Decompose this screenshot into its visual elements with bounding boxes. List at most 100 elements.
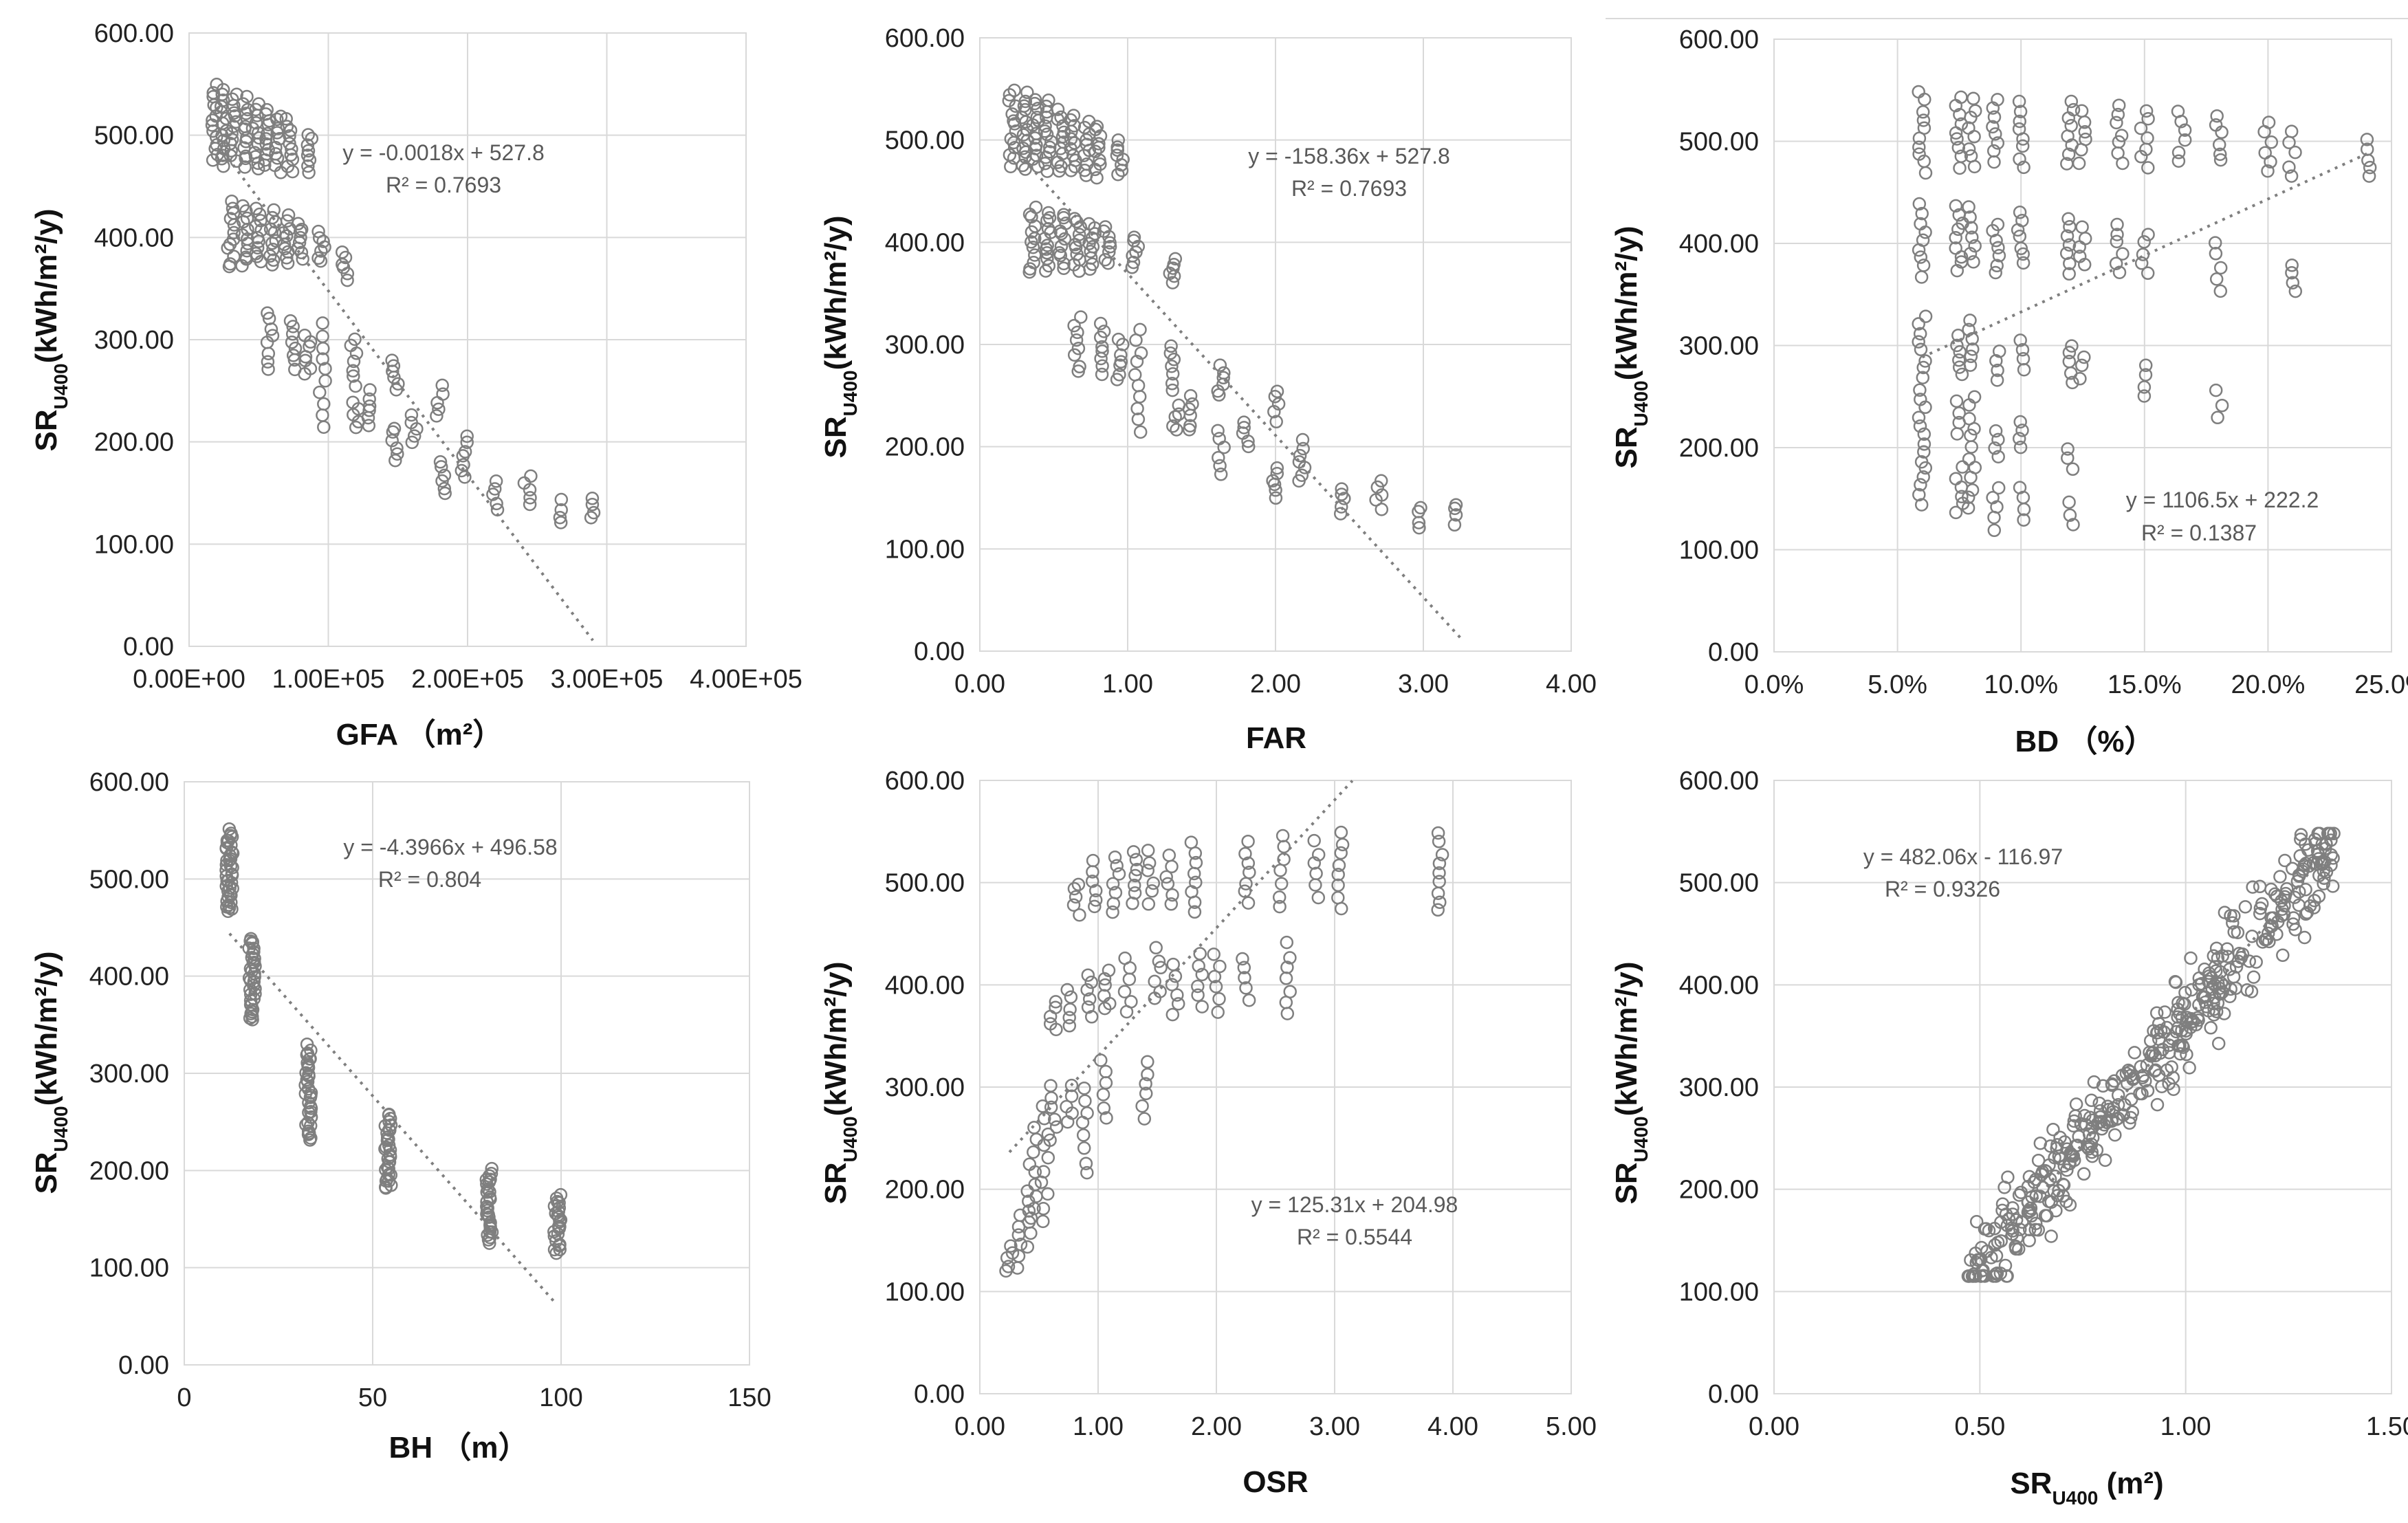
- data-point: [1029, 149, 1044, 162]
- data-point: [1047, 1113, 1062, 1126]
- data-point: [2296, 862, 2310, 876]
- data-point: [1130, 354, 1144, 369]
- data-point: [405, 435, 419, 450]
- data-point: [1077, 1141, 1091, 1155]
- data-point: [2288, 284, 2303, 298]
- data-point: [261, 127, 274, 141]
- data-point: [1052, 246, 1066, 260]
- data-point: [2044, 1229, 2058, 1243]
- data-point: [1082, 217, 1096, 231]
- x-tick-label: 0.0%: [1744, 670, 1804, 699]
- data-point: [2016, 352, 2031, 366]
- data-point: [2240, 983, 2254, 997]
- trendline: [1966, 847, 2331, 1283]
- data-point: [1967, 390, 1982, 404]
- data-point: [2179, 1024, 2193, 1038]
- data-point: [283, 129, 296, 143]
- data-point: [1001, 1260, 1016, 1273]
- data-point: [554, 516, 568, 529]
- data-point: [391, 447, 404, 461]
- data-point: [1166, 957, 1180, 972]
- data-point: [1273, 864, 1287, 877]
- data-point: [1102, 963, 1116, 978]
- data-point: [293, 224, 307, 239]
- data-point: [318, 362, 332, 375]
- data-point: [2310, 844, 2325, 858]
- x-axis-title: FAR: [1246, 721, 1306, 755]
- data-point: [1990, 259, 2004, 273]
- data-point: [247, 941, 261, 956]
- data-point: [1084, 975, 1098, 989]
- data-point: [2015, 424, 2029, 437]
- data-point: [434, 460, 448, 474]
- data-point: [523, 497, 537, 512]
- data-point: [285, 335, 299, 349]
- data-point: [1170, 988, 1184, 1002]
- data-point: [1987, 523, 2002, 538]
- data-point: [2262, 116, 2276, 129]
- x-axis-title: BH （m）: [389, 1431, 529, 1465]
- data-point: [1097, 325, 1111, 338]
- data-point: [2046, 1122, 2060, 1137]
- data-point: [2015, 1215, 2029, 1229]
- data-point: [1063, 1002, 1077, 1016]
- data-point: [2141, 266, 2155, 281]
- data-point: [362, 399, 377, 413]
- data-point: [1986, 120, 2000, 134]
- data-point: [2138, 358, 2153, 373]
- data-point: [2062, 495, 2076, 510]
- data-point: [271, 122, 285, 135]
- data-point: [1335, 487, 1348, 501]
- y-tick-label: 100.00: [94, 530, 174, 559]
- data-point: [1917, 427, 1931, 441]
- data-point: [2031, 1223, 2046, 1237]
- data-point: [1968, 239, 1982, 253]
- r-squared: R² = 0.5544: [1297, 1225, 1412, 1249]
- scatter-points: [1961, 826, 2341, 1283]
- data-point: [1991, 1236, 2005, 1249]
- data-point: [1295, 432, 1310, 447]
- data-point: [1969, 1214, 1984, 1229]
- data-point: [1040, 252, 1054, 265]
- y-tick-label: 200.00: [1679, 1176, 1759, 1205]
- data-point: [1912, 317, 1925, 331]
- data-point: [2063, 1198, 2077, 1212]
- data-point: [300, 1047, 315, 1060]
- data-point: [1962, 452, 1976, 466]
- data-point: [1916, 470, 1930, 484]
- data-point: [2015, 213, 2029, 228]
- data-point: [1211, 424, 1225, 438]
- data-point: [260, 102, 274, 117]
- x-axis-title: BD （%）: [2015, 725, 2155, 758]
- data-point: [460, 429, 474, 443]
- data-point: [2308, 893, 2321, 908]
- data-point: [1062, 1019, 1077, 1033]
- data-point: [1971, 1253, 1984, 1267]
- data-point: [316, 329, 329, 344]
- data-point: [261, 362, 275, 376]
- data-point: [2111, 1088, 2125, 1102]
- data-point: [1078, 1094, 1092, 1108]
- y-tick-label: 500.00: [885, 127, 965, 155]
- data-point: [1185, 397, 1199, 411]
- data-point: [2286, 911, 2301, 925]
- data-point: [1449, 508, 1463, 522]
- data-point: [2013, 152, 2026, 166]
- y-tick-label: 0.00: [1708, 1380, 1759, 1409]
- data-point: [2072, 156, 2086, 171]
- data-point: [455, 463, 469, 478]
- scatter-points: [1002, 83, 1463, 535]
- data-point: [2121, 1063, 2136, 1077]
- data-point: [362, 419, 376, 432]
- data-point: [285, 142, 298, 156]
- data-point: [2171, 1039, 2185, 1053]
- data-point: [1007, 140, 1022, 155]
- data-point: [2057, 1159, 2071, 1173]
- data-point: [1309, 878, 1322, 892]
- data-point: [2202, 969, 2216, 983]
- data-point: [1165, 359, 1179, 373]
- data-point: [1070, 248, 1084, 261]
- data-point: [2171, 146, 2186, 160]
- data-point: [279, 112, 293, 126]
